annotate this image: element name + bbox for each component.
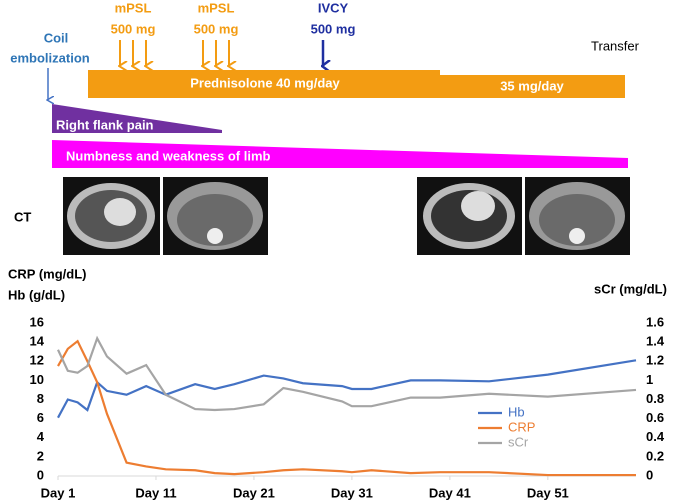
ct-images: [63, 177, 630, 255]
y2-tick-label: 1: [646, 372, 653, 387]
transfer-label: Transfer: [591, 38, 640, 53]
ct-label: CT: [14, 209, 31, 224]
y-tick-label: 8: [37, 391, 44, 406]
y2-tick-label: 1.4: [646, 334, 665, 349]
y-axis-title: Hb (g/dL): [8, 287, 65, 302]
y2-tick-label: 0: [646, 467, 653, 482]
x-tick-label: Day 11: [135, 485, 176, 500]
y2-axis-title: sCr (mg/dL): [594, 281, 667, 296]
symptom-label: Numbness and weakness of limb: [66, 148, 271, 163]
ivcy-label: IVCY: [318, 0, 349, 15]
y-tick-label: 12: [30, 353, 44, 368]
mpsl-label: mPSL: [115, 0, 152, 15]
mpsl-label: 500 mg: [111, 21, 156, 36]
prednisolone-label: Prednisolone 40 mg/day: [190, 75, 340, 90]
legend-label: CRP: [508, 419, 535, 434]
x-tick-label: Day 51: [527, 485, 569, 500]
mpsl-arrows: [120, 40, 229, 66]
symptom-label: Right flank pain: [56, 117, 154, 132]
prednisolone-bar: [88, 70, 625, 98]
y2-tick-label: 0.8: [646, 391, 664, 406]
y-tick-label: 14: [30, 334, 45, 349]
mpsl-label: 500 mg: [194, 21, 239, 36]
legend-label: sCr: [508, 434, 529, 449]
x-tick-label: Day 21: [233, 485, 275, 500]
y-tick-label: 16: [30, 314, 44, 329]
prednisolone-label: 35 mg/day: [500, 78, 564, 93]
x-tick-label: Day 31: [331, 485, 373, 500]
x-tick-label: Day 1: [41, 485, 76, 500]
series-line: [57, 359, 637, 419]
mpsl-label: mPSL: [198, 0, 235, 15]
y2-tick-label: 1.2: [646, 353, 664, 368]
y-tick-label: 10: [30, 372, 44, 387]
y-axis-title: CRP (mg/dL): [8, 266, 86, 281]
symptom-bar: [52, 140, 628, 168]
coil-label: embolization: [10, 50, 90, 65]
y-tick-label: 4: [37, 429, 45, 444]
y2-tick-label: 0.6: [646, 410, 664, 425]
y-tick-label: 0: [37, 467, 44, 482]
legend-label: Hb: [508, 404, 525, 419]
y2-tick-label: 0.4: [646, 429, 665, 444]
y-tick-label: 2: [37, 448, 44, 463]
series-line: [57, 339, 636, 477]
series-line: [57, 335, 637, 412]
coil-label: Coil: [44, 30, 69, 45]
symptom-bar: [52, 104, 222, 133]
y2-tick-label: 1.6: [646, 314, 664, 329]
y2-tick-label: 0.2: [646, 448, 664, 463]
y-tick-label: 6: [37, 410, 44, 425]
ivcy-label: 500 mg: [311, 21, 356, 36]
plot: 0 2 4 6 8 10 12 14 16 0 0.2 0.4 0.6 0.8 1 1.2 1.4 1.6 Day …: [30, 314, 665, 500]
x-tick-label: Day 41: [429, 485, 471, 500]
